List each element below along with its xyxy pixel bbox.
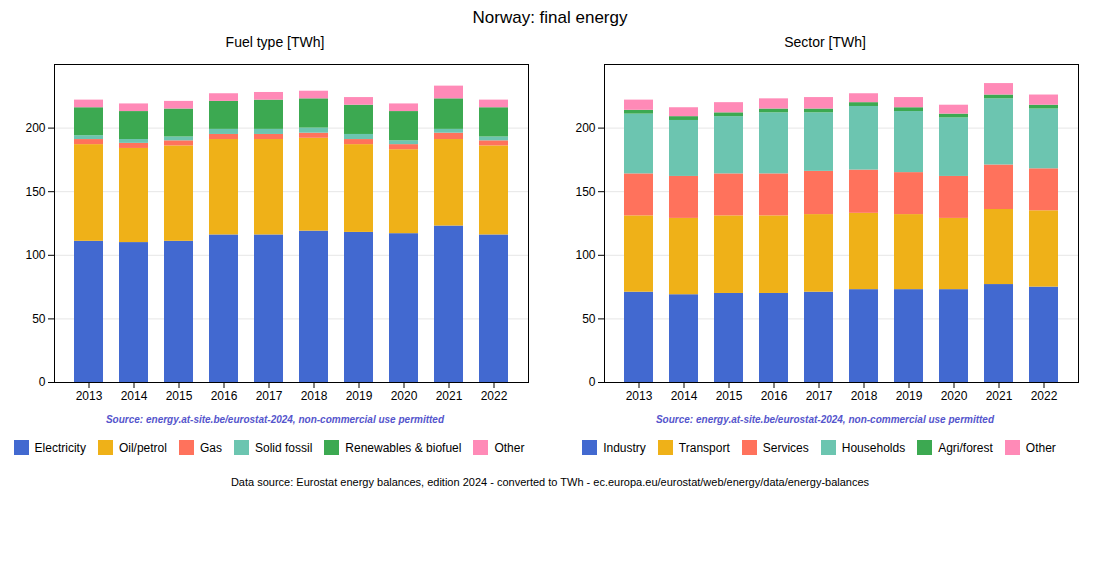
svg-text:2020: 2020 — [941, 389, 968, 403]
svg-text:2015: 2015 — [166, 389, 193, 403]
html-text:Source: energy.at-site.be/euro: Source: energy.at-site.be/eurostat-2024,… — [106, 414, 444, 425]
html-text:Data source: Eurostat energy b: Data source: Eurostat energy balances, e… — [230, 476, 870, 488]
svg-text:2016: 2016 — [211, 389, 238, 403]
svg-text:2015: 2015 — [716, 389, 743, 403]
html-text:Transport: Transport — [678, 440, 730, 455]
svg-text:2014: 2014 — [121, 389, 148, 403]
html-text:Sector [TWh]: Sector [TWh] — [784, 34, 866, 50]
svg-text:2014: 2014 — [671, 389, 698, 403]
html-text:Other: Other — [494, 440, 525, 455]
svg-text:2016: 2016 — [761, 389, 788, 403]
html-text:Households: Households — [841, 440, 906, 455]
svg-text:2022: 2022 — [1031, 389, 1058, 403]
svg-text:2021: 2021 — [986, 389, 1013, 403]
svg-text:0: 0 — [39, 375, 46, 389]
html-text:Industry: Industry — [603, 440, 646, 455]
svg-text:2013: 2013 — [626, 389, 653, 403]
svg-text:2019: 2019 — [896, 389, 923, 403]
svg-text:50: 50 — [32, 312, 46, 326]
html-text:Electricity: Electricity — [34, 440, 86, 455]
html-text:Norway: final energy: Norway: final energy — [472, 8, 628, 27]
svg-text:2019: 2019 — [346, 389, 373, 403]
svg-text:2018: 2018 — [301, 389, 328, 403]
html-text:Source: energy.at-site.be/euro: Source: energy.at-site.be/eurostat-2024,… — [656, 414, 994, 425]
svg-text:2017: 2017 — [256, 389, 283, 403]
svg-text:200: 200 — [25, 121, 45, 135]
html-text:Gas: Gas — [200, 440, 222, 455]
svg-text:100: 100 — [25, 248, 45, 262]
html-text:Oil/petrol: Oil/petrol — [118, 440, 167, 455]
html-text:Solid fossil: Solid fossil — [255, 440, 313, 455]
svg-text:150: 150 — [575, 185, 595, 199]
svg-text:2013: 2013 — [76, 389, 103, 403]
html-text:Fuel type [TWh]: Fuel type [TWh] — [225, 34, 325, 50]
svg-text:0: 0 — [589, 375, 596, 389]
svg-text:100: 100 — [575, 248, 595, 262]
svg-text:2018: 2018 — [851, 389, 878, 403]
svg-text:2022: 2022 — [481, 389, 508, 403]
svg-text:50: 50 — [582, 312, 596, 326]
html-text:Other: Other — [1025, 440, 1056, 455]
html-text:Agri/forest: Agri/forest — [938, 440, 993, 455]
html-text:Renewables & biofuel: Renewables & biofuel — [345, 440, 462, 455]
svg-text:2021: 2021 — [436, 389, 463, 403]
svg-text:2017: 2017 — [806, 389, 833, 403]
svg-text:200: 200 — [575, 121, 595, 135]
svg-text:2020: 2020 — [391, 389, 418, 403]
svg-text:150: 150 — [25, 185, 45, 199]
html-text:Services: Services — [762, 440, 809, 455]
